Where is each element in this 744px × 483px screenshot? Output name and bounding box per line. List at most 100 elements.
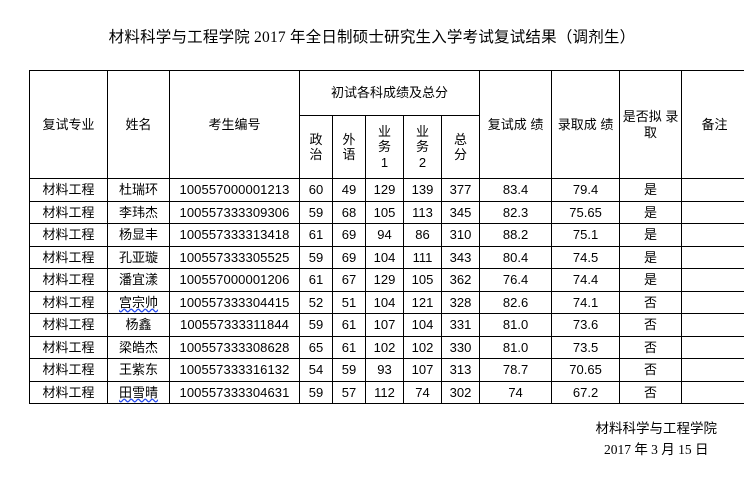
- cell-total: 313: [440, 358, 481, 382]
- col-header-major2-char2: 务: [415, 139, 429, 155]
- results-table-body: 材料工程 杜瑞环 100557000001213 60 49 129 139 377 83.4 7…: [29, 178, 744, 404]
- cell-major-subject-1: 104: [365, 245, 404, 269]
- col-header-major-subject-2: 业 务 2: [403, 115, 442, 179]
- cell-foreign-language: 49: [332, 178, 366, 202]
- cell-politics: 59: [299, 200, 333, 224]
- cell-total: 362: [440, 268, 481, 292]
- cell-admitted: 是: [619, 268, 683, 292]
- cell-remark: [681, 335, 744, 359]
- cell-major: 材料工程: [29, 335, 108, 359]
- col-header-retest-score: 复试成 绩: [479, 70, 553, 179]
- cell-major-subject-1: 112: [365, 380, 404, 404]
- cell-foreign-language: 57: [332, 380, 366, 404]
- results-table-container: 复试专业 姓名 考生编号 初试各科成绩及总分 复试成 绩 录取成 绩 是否拟 录…: [29, 70, 744, 404]
- cell-retest-score: 76.4: [479, 268, 553, 292]
- cell-final-score: 74.5: [551, 245, 621, 269]
- cell-major-subject-1: 93: [365, 358, 404, 382]
- cell-total: 343: [440, 245, 481, 269]
- table-row: 材料工程 潘宜漾 100557000001206 61 67 129 105 362 76.4 7…: [29, 268, 744, 292]
- cell-final-score: 73.5: [551, 335, 621, 359]
- cell-remark: [681, 313, 744, 337]
- col-header-politics-char1: 政: [309, 131, 323, 147]
- cell-politics: 61: [299, 223, 333, 247]
- cell-remark: [681, 178, 744, 202]
- cell-total: 330: [440, 335, 481, 359]
- cell-retest-score: 78.7: [479, 358, 553, 382]
- cell-major: 材料工程: [29, 358, 108, 382]
- cell-politics: 59: [299, 245, 333, 269]
- col-header-foreign-char2: 语: [342, 147, 356, 162]
- cell-foreign-language: 67: [332, 268, 366, 292]
- cell-name: 宫宗帅: [107, 290, 170, 314]
- cell-name: 李玮杰: [107, 200, 170, 224]
- cell-major-subject-2: 113: [403, 200, 442, 224]
- cell-name: 杨显丰: [107, 223, 170, 247]
- cell-foreign-language: 69: [332, 223, 366, 247]
- cell-total: 328: [440, 290, 481, 314]
- cell-retest-score: 81.0: [479, 313, 553, 337]
- cell-candidate-no: 100557000001213: [169, 178, 300, 202]
- cell-major-subject-2: 105: [403, 268, 442, 292]
- cell-major-subject-1: 104: [365, 290, 404, 314]
- cell-final-score: 70.65: [551, 358, 621, 382]
- cell-remark: [681, 358, 744, 382]
- table-row: 材料工程 王紫东 100557333316132 54 59 93 107 313 78.7 70…: [29, 358, 744, 382]
- col-header-admitted-line2: 录取: [644, 109, 679, 140]
- cell-total: 302: [440, 380, 481, 404]
- cell-total: 377: [440, 178, 481, 202]
- cell-foreign-language: 59: [332, 358, 366, 382]
- table-row: 材料工程 杨鑫 100557333311844 59 61 107 104 331 81.0 73…: [29, 313, 744, 337]
- cell-retest-score: 81.0: [479, 335, 553, 359]
- col-header-candidate-no: 考生编号: [169, 70, 300, 179]
- page-title: 材料科学与工程学院 2017 年全日制硕士研究生入学考试复试结果（调剂生）: [108, 29, 636, 46]
- col-header-major2-char1: 业: [415, 124, 429, 139]
- cell-candidate-no: 100557000001206: [169, 268, 300, 292]
- col-header-politics: 政 治: [299, 115, 333, 179]
- cell-major: 材料工程: [29, 268, 108, 292]
- col-header-final-score-line1: 录取成: [557, 116, 597, 132]
- table-row: 材料工程 李玮杰 100557333309306 59 68 105 113 345 82.3 7…: [29, 200, 744, 224]
- cell-admitted: 是: [619, 223, 683, 247]
- document-footer: 材料科学与工程学院 2017 年 3 月 15 日: [596, 418, 718, 460]
- cell-retest-score: 83.4: [479, 178, 553, 202]
- results-table: 复试专业 姓名 考生编号 初试各科成绩及总分 复试成 绩 录取成 绩 是否拟 录…: [29, 70, 744, 404]
- cell-admitted: 否: [619, 380, 683, 404]
- cell-politics: 65: [299, 335, 333, 359]
- col-header-major1-char1: 业: [377, 124, 391, 139]
- cell-major: 材料工程: [29, 245, 108, 269]
- cell-politics: 59: [299, 313, 333, 337]
- col-header-total-char2: 分: [454, 147, 468, 162]
- col-header-admitted-line1: 是否拟: [622, 109, 662, 125]
- col-header-foreign-char1: 外: [342, 131, 356, 147]
- col-header-first-exam-group: 初试各科成绩及总分: [298, 70, 481, 116]
- cell-major-subject-2: 104: [403, 313, 442, 337]
- cell-retest-score: 74: [479, 380, 553, 404]
- col-header-foreign-language: 外 语: [332, 115, 366, 179]
- cell-major-subject-1: 129: [365, 268, 404, 292]
- cell-name: 梁皓杰: [107, 335, 170, 359]
- cell-final-score: 74.1: [551, 290, 621, 314]
- cell-major-subject-2: 102: [403, 335, 442, 359]
- cell-candidate-no: 100557333313418: [169, 223, 300, 247]
- cell-final-score: 75.65: [551, 200, 621, 224]
- cell-remark: [681, 290, 744, 314]
- col-header-retest-score-line2: 绩: [530, 116, 544, 132]
- cell-total: 345: [440, 200, 481, 224]
- cell-remark: [681, 268, 744, 292]
- col-header-name: 姓名: [107, 70, 170, 179]
- col-header-major1-char2: 务: [377, 139, 391, 155]
- table-row: 材料工程 杜瑞环 100557000001213 60 49 129 139 377 83.4 7…: [29, 178, 744, 202]
- cell-major-subject-1: 107: [365, 313, 404, 337]
- cell-major: 材料工程: [29, 290, 108, 314]
- cell-total: 310: [440, 223, 481, 247]
- table-row: 材料工程 杨显丰 100557333313418 61 69 94 86 310 88.2 75.…: [29, 223, 744, 247]
- table-row: 材料工程 田雪晴 100557333304631 59 57 112 74 302 74 67.2…: [29, 380, 744, 404]
- cell-remark: [681, 380, 744, 404]
- col-header-total: 总 分: [440, 115, 481, 179]
- table-row: 材料工程 宫宗帅 100557333304415 52 51 104 121 328 82.6 7…: [29, 290, 744, 314]
- cell-remark: [681, 223, 744, 247]
- cell-final-score: 73.6: [551, 313, 621, 337]
- col-header-final-score: 录取成 绩: [551, 70, 621, 179]
- cell-foreign-language: 68: [332, 200, 366, 224]
